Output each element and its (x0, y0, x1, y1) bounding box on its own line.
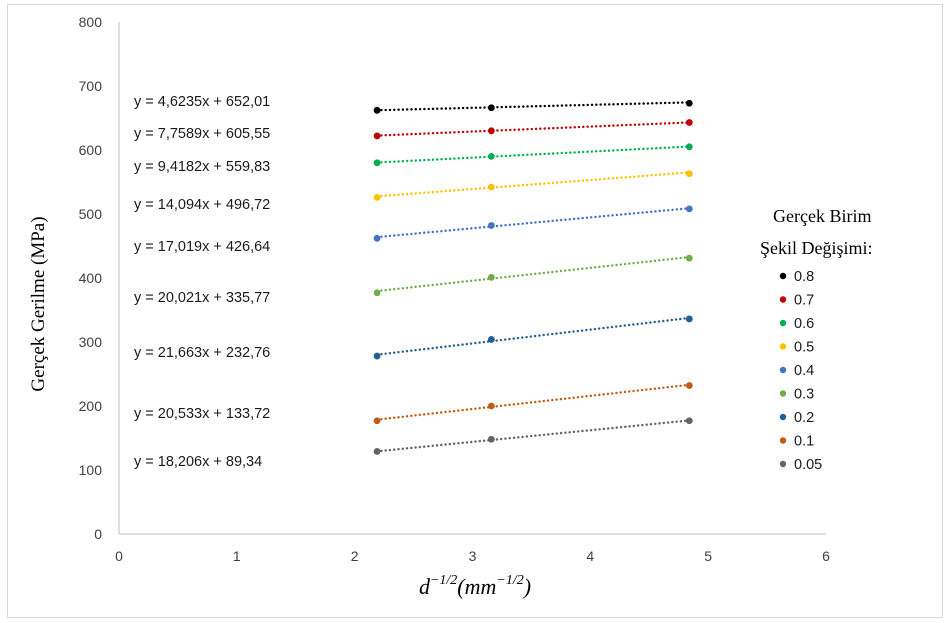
data-point-0.2 (487, 336, 495, 343)
trendline-equations: y = 4,6235x + 652,01 y = 7,7589x + 605,55… (134, 94, 270, 470)
legend-label-0.05: 0.05 (794, 457, 822, 473)
x-tick-labels: 0 1 2 3 4 5 6 (115, 548, 830, 564)
data-point-0.1 (373, 417, 381, 425)
trendline-0.5 (375, 171, 691, 198)
equation-0.8: y = 4,6235x + 652,01 (134, 94, 270, 110)
data-point-0.5 (487, 183, 495, 191)
equation-0.4: y = 17,019x + 426,64 (134, 239, 270, 255)
trendline-0.05 (375, 419, 691, 453)
y-tick-label: 300 (79, 334, 103, 350)
x-axis-title-unit: mm (465, 574, 497, 599)
legend-items: 0.8 0.7 0.6 0.5 0.4 0.3 0.2 0.1 0.05 (779, 269, 822, 473)
x-tick-label: 5 (704, 548, 712, 564)
legend-label-0.7: 0.7 (794, 293, 814, 309)
data-point-0.3 (373, 289, 381, 297)
equation-0.6: y = 9,4182x + 559,83 (134, 159, 270, 175)
legend-marker-0.1 (779, 437, 787, 444)
data-point-0.05 (487, 435, 495, 443)
data-point-0.5 (685, 170, 693, 178)
x-tick-label: 4 (586, 548, 594, 564)
trendline-0.7 (375, 121, 691, 137)
x-tick-label: 6 (822, 548, 830, 564)
x-axis-title: d−1/2(mm−1/2) (419, 573, 531, 599)
legend-label-0.5: 0.5 (794, 340, 814, 356)
x-axis-title-paren-open: ( (457, 574, 466, 599)
x-axis-title-unit-exp: −1/2 (496, 573, 523, 588)
data-point-0.8 (487, 104, 495, 112)
legend-marker-0.7 (779, 296, 787, 303)
y-tick-label: 100 (79, 462, 103, 478)
data-point-0.6 (487, 153, 495, 160)
legend-label-0.2: 0.2 (794, 410, 814, 426)
x-tick-label: 0 (115, 548, 123, 564)
y-tick-label: 500 (79, 206, 103, 222)
legend-label-0.1: 0.1 (794, 434, 814, 450)
data-point-0.4 (373, 234, 381, 242)
trendline-0.1 (375, 383, 691, 421)
legend-title-line-2: Şekil Değişimi: (760, 238, 873, 258)
x-axis-title-base: d (419, 574, 431, 599)
legend-marker-0.4 (779, 366, 787, 374)
y-tick-label: 800 (79, 14, 103, 30)
x-tick-label: 3 (469, 548, 477, 564)
y-tick-label: 700 (79, 78, 103, 94)
legend-marker-0.8 (779, 272, 787, 280)
x-axis-title-exp: −1/2 (430, 573, 457, 588)
data-point-0.8 (685, 99, 693, 107)
data-point-0.2 (685, 315, 693, 323)
equation-0.5: y = 14,094x + 496,72 (134, 197, 270, 213)
data-point-0.4 (487, 222, 495, 229)
trendline-0.3 (375, 255, 691, 293)
chart-frame (7, 4, 943, 618)
trendline-0.4 (375, 207, 691, 239)
legend-title-line-1: Gerçek Birim (773, 206, 871, 226)
data-point-0.05 (685, 417, 693, 425)
y-tick-label: 600 (79, 142, 103, 158)
axes (118, 22, 826, 535)
data-points (373, 99, 693, 455)
legend-marker-0.2 (779, 413, 787, 421)
equation-0.05: y = 18,206x + 89,34 (134, 454, 262, 470)
y-tick-label: 0 (94, 526, 102, 542)
x-axis-title-paren-close: ) (522, 574, 531, 599)
data-point-0.4 (685, 205, 693, 213)
legend-label-0.4: 0.4 (794, 363, 814, 379)
x-tick-label: 1 (233, 548, 241, 564)
data-point-0.7 (487, 127, 495, 135)
data-point-0.6 (373, 159, 381, 167)
legend-marker-0.6 (779, 319, 787, 327)
legend-marker-0.3 (779, 390, 787, 397)
trendline-0.2 (375, 316, 691, 356)
data-point-0.1 (487, 402, 495, 410)
trendlines (375, 101, 691, 453)
y-axis-title: Gerçek Gerilme (MPa) (28, 216, 49, 391)
legend-label-0.8: 0.8 (794, 269, 814, 285)
equation-0.2: y = 21,663x + 232,76 (134, 345, 270, 361)
x-tick-label: 2 (351, 548, 359, 564)
data-point-0.6 (685, 143, 693, 151)
legend-label-0.6: 0.6 (794, 316, 814, 332)
equation-0.7: y = 7,7589x + 605,55 (134, 126, 270, 142)
data-point-0.2 (373, 352, 381, 360)
data-point-0.3 (685, 254, 693, 262)
trendline-0.6 (375, 145, 691, 164)
legend: Gerçek Birim Şekil Değişimi: 0.80.70.60.… (760, 206, 873, 473)
data-point-0.7 (685, 119, 693, 126)
y-tick-labels: 0 100 200 300 400 500 600 700 800 (79, 14, 103, 542)
legend-marker-0.5 (779, 343, 787, 350)
y-tick-label: 200 (79, 398, 103, 414)
equation-0.3: y = 20,021x + 335,77 (134, 290, 270, 306)
data-point-0.8 (373, 106, 381, 114)
data-point-0.3 (487, 273, 495, 281)
data-point-0.7 (373, 132, 381, 140)
y-tick-label: 400 (79, 270, 103, 286)
trendline-0.8 (375, 101, 691, 112)
data-point-0.1 (685, 382, 693, 389)
equation-0.1: y = 20,533x + 133,72 (134, 406, 270, 422)
data-point-0.5 (373, 193, 381, 201)
legend-label-0.3: 0.3 (794, 387, 814, 403)
data-point-0.05 (373, 448, 381, 455)
legend-marker-0.05 (779, 460, 787, 468)
